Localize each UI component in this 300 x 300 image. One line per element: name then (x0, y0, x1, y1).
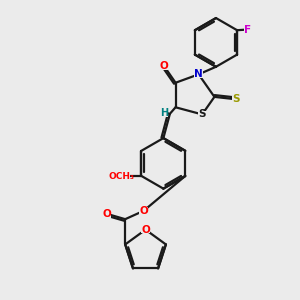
Bar (244, 26, 251, 33)
Bar (198, 111, 206, 118)
Text: O: O (139, 206, 148, 216)
Bar (232, 95, 240, 103)
Text: OCH₃: OCH₃ (108, 172, 134, 181)
Bar (160, 63, 168, 70)
Text: F: F (244, 25, 251, 34)
Bar (103, 210, 111, 218)
Text: S: S (198, 110, 206, 119)
Text: O: O (141, 225, 150, 235)
Text: S: S (232, 94, 240, 104)
Bar (194, 70, 203, 78)
Text: H: H (160, 108, 169, 118)
Bar (141, 226, 150, 233)
Text: O: O (102, 209, 111, 219)
Text: O: O (160, 61, 169, 71)
Bar (113, 172, 130, 180)
Bar (140, 207, 148, 214)
Bar (161, 110, 168, 117)
Text: N: N (194, 69, 203, 79)
